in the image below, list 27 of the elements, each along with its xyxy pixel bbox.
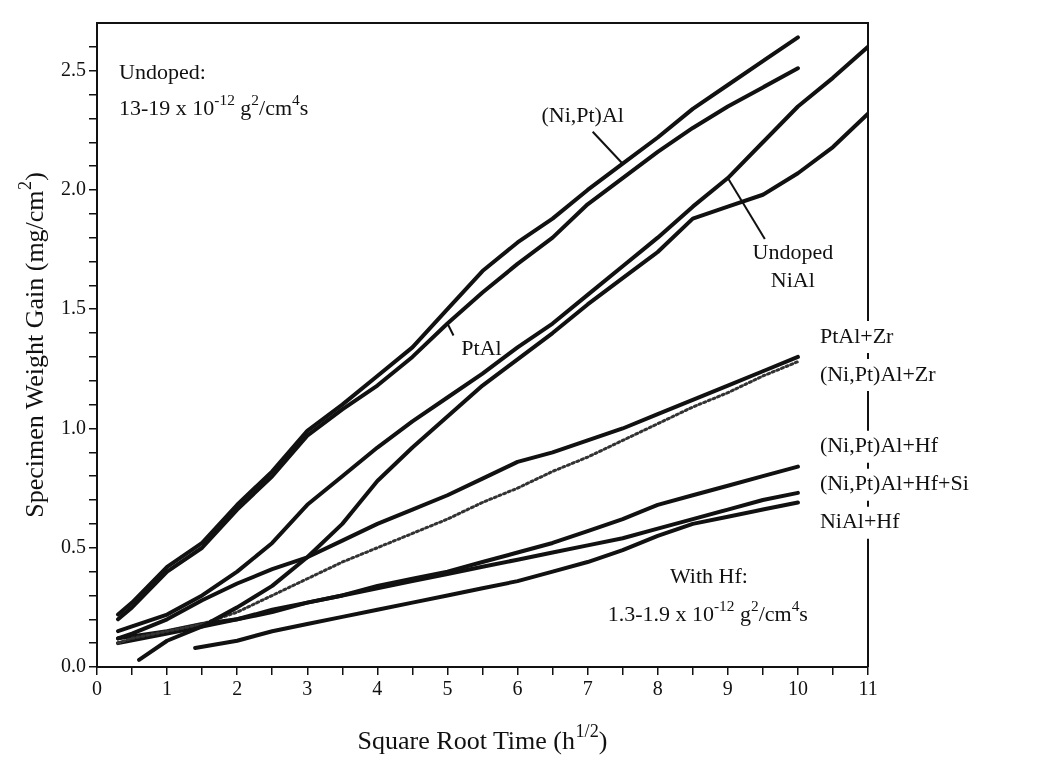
x-tick-label: 10 [787, 677, 808, 700]
series-label: (Ni,Pt)Al [541, 101, 624, 127]
x-tick-label: 0 [92, 677, 102, 700]
y-tick-label: 0.0 [61, 654, 86, 677]
text: Undoped NiAl [752, 238, 834, 292]
x-tick-label: 7 [582, 677, 593, 700]
series-label: (Ni,Pt)Al+Zr [819, 360, 937, 386]
legend-label: PtAl [461, 335, 502, 361]
x-tick-label: 11 [858, 677, 878, 700]
x-tick-label: 2 [232, 677, 243, 700]
y-tick-label: 2.5 [61, 57, 86, 80]
x-tick-label: 5 [442, 677, 453, 700]
series-label: (Ni,Pt)Al+Hf [819, 432, 939, 458]
series-label: NiAl+Hf [819, 508, 901, 534]
y-tick-label: 0.5 [61, 534, 86, 557]
y-axis-title: Specimen Weight Gain (mg/cm2) [14, 172, 49, 518]
x-tick-label: 6 [512, 677, 523, 700]
x-tick-label: 1 [162, 677, 173, 700]
series-label: (Ni,Pt)Al+Hf+Si [819, 470, 969, 496]
x-tick-label: 9 [722, 677, 733, 700]
series-label: PtAl+Zr [819, 322, 895, 348]
y-tick-label: 1.0 [61, 415, 86, 438]
x-tick-label: 3 [302, 677, 313, 700]
y-tick-label: 1.5 [61, 296, 86, 319]
x-tick-label: 8 [652, 677, 663, 700]
y-tick-label: 2.0 [61, 177, 86, 200]
x-tick-label: 4 [372, 677, 383, 700]
